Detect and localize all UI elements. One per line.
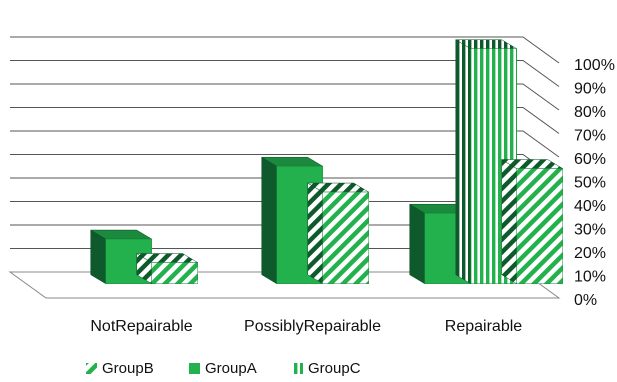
bar-side [261, 156, 277, 285]
y-tick-label: 90% [574, 81, 606, 98]
y-tick-label: 0% [574, 292, 597, 309]
y-tick-label: 70% [574, 128, 606, 145]
bar-side [501, 159, 517, 285]
bar-groupb-notrepairable [135, 253, 199, 285]
bar-side [90, 229, 106, 285]
y-axis-tick-labels: 0% 10% 20% 30% 40% 50% 60% 70% 80% 90% 100% [574, 57, 615, 309]
gridline [10, 107, 560, 134]
x-tick-label: PossiblyRepairable [244, 318, 381, 335]
legend-label: GroupA [205, 360, 257, 377]
bar-groupb-repairable [500, 159, 564, 285]
legend-item-groupc: GroupC [292, 360, 361, 377]
y-tick-label: 40% [574, 198, 606, 215]
y-tick-label: 20% [574, 245, 606, 262]
bar-front [151, 262, 198, 284]
gridline [10, 60, 560, 87]
bar-groupb-possiblyrepairable [306, 182, 370, 285]
legend-item-groupb: GroupB [86, 360, 154, 377]
y-tick-label: 100% [574, 57, 615, 74]
bars [89, 39, 564, 285]
legend-swatch [86, 363, 97, 374]
legend-item-groupa: GroupA [189, 360, 257, 377]
x-axis-tick-labels: NotRepairable PossiblyRepairable Repairabl… [90, 318, 522, 335]
bar-side [455, 39, 471, 285]
y-tick-label: 80% [574, 104, 606, 121]
gridline [10, 83, 560, 111]
bar-front [516, 168, 563, 284]
legend: GroupB GroupA GroupC [86, 360, 361, 377]
gridline [10, 36, 560, 64]
bar-front [322, 191, 369, 284]
x-tick-label: Repairable [445, 318, 522, 335]
bar-side [307, 182, 323, 285]
bar-side [409, 203, 425, 285]
gridline [10, 130, 560, 158]
y-tick-label: 10% [574, 269, 606, 286]
legend-swatch [292, 363, 303, 374]
x-tick-label: NotRepairable [90, 318, 192, 335]
y-tick-label: 60% [574, 151, 606, 168]
legend-label: GroupB [102, 360, 154, 377]
legend-label: GroupC [308, 360, 361, 377]
y-tick-label: 50% [574, 175, 606, 192]
y-tick-label: 30% [574, 222, 606, 239]
legend-swatch [189, 363, 200, 374]
